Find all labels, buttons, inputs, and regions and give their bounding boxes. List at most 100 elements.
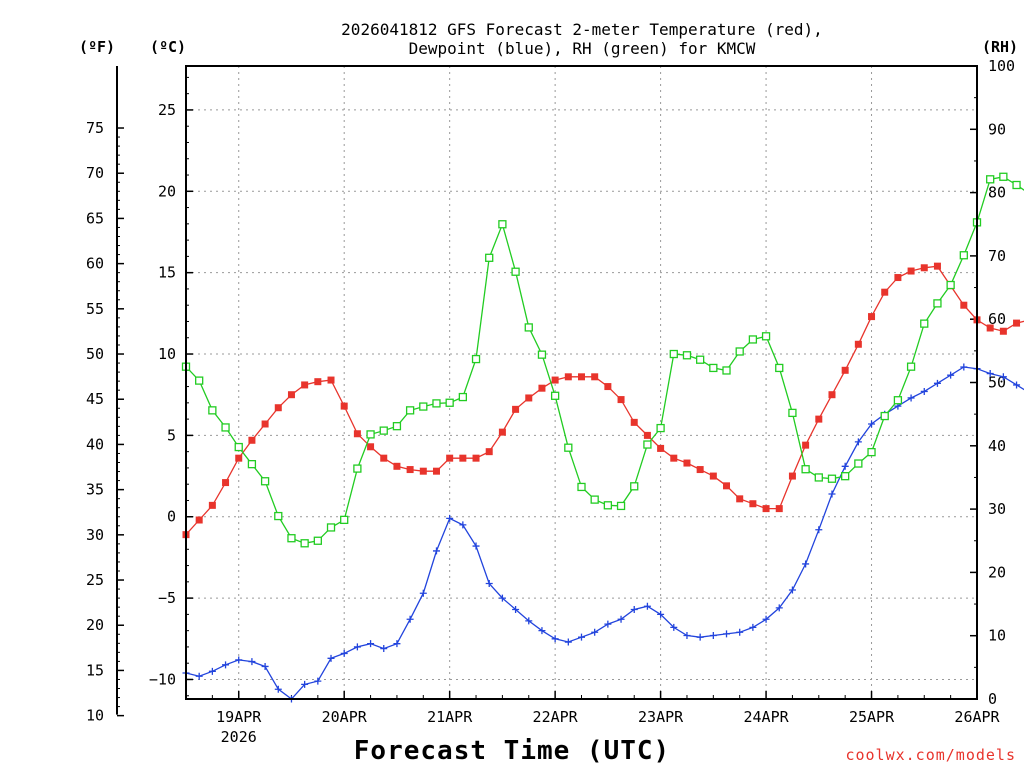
fahrenheit-axis: 10 15 20 25 30 35 40 45 50 55 60 65 70 75 <box>86 66 124 725</box>
data-point-rh <box>247 460 257 469</box>
data-point-dewpoint <box>301 680 309 688</box>
celsius-tick-label-0: −10 <box>149 670 176 688</box>
data-point-rh <box>959 251 968 260</box>
chart-title-line-2: Dewpoint (blue), RH (green) for KMCW <box>409 39 756 58</box>
data-point-temperature <box>630 418 638 426</box>
data-point-rh <box>854 459 863 468</box>
data-point-temperature <box>986 324 994 332</box>
rh-axis: 0 10 20 30 40 50 60 70 80 90 100 <box>970 57 1015 708</box>
data-point-dewpoint <box>736 628 744 636</box>
x-axis-title: Forecast Time (UTC) <box>354 736 670 766</box>
data-point-rh <box>471 354 481 364</box>
data-point-rh <box>827 474 837 483</box>
data-point-temperature <box>459 454 467 462</box>
data-point-temperature <box>604 383 612 391</box>
x-tick-label-3: 22APR <box>533 708 579 726</box>
data-point-dewpoint <box>432 547 440 555</box>
rh-tick-label-0: 0 <box>988 690 997 708</box>
data-point-rh <box>841 472 850 481</box>
data-point-rh <box>630 482 639 491</box>
fahrenheit-tick-label-11: 65 <box>86 209 104 227</box>
data-point-temperature <box>788 472 796 480</box>
data-point-rh <box>696 355 705 364</box>
rh-tick-label-3: 30 <box>988 500 1006 518</box>
data-point-rh <box>432 399 441 408</box>
fahrenheit-tick-label-6: 40 <box>86 435 104 453</box>
data-point-dewpoint <box>670 623 678 631</box>
fahrenheit-tick-label-5: 35 <box>86 481 104 499</box>
data-point-dewpoint <box>999 373 1007 381</box>
fahrenheit-axis-unit: (ºF) <box>79 38 115 56</box>
data-point-rh <box>722 366 731 375</box>
data-point-rh <box>208 406 217 415</box>
data-point-temperature <box>894 274 902 282</box>
data-point-rh <box>458 392 468 402</box>
data-point-rh <box>616 501 626 511</box>
series-dewpoint <box>183 250 1024 703</box>
data-point-dewpoint <box>617 615 625 623</box>
data-point-temperature <box>498 428 506 436</box>
fahrenheit-tick-label-0: 10 <box>86 707 104 725</box>
data-point-temperature <box>208 501 216 509</box>
data-point-rh <box>577 482 586 492</box>
data-point-rh <box>986 175 995 184</box>
data-point-dewpoint <box>696 633 704 641</box>
fahrenheit-tick-label-8: 50 <box>86 345 104 363</box>
rh-tick-label-6: 60 <box>988 310 1006 328</box>
data-point-rh <box>709 363 718 373</box>
data-point-dewpoint <box>446 514 454 522</box>
data-point-dewpoint <box>525 617 533 625</box>
data-point-rh <box>419 402 428 411</box>
fahrenheit-tick-label-9: 55 <box>86 300 104 318</box>
data-point-temperature <box>446 454 454 462</box>
data-point-rh <box>485 253 494 262</box>
data-point-rh <box>537 350 547 359</box>
chart-title-line-1: 2026041812 GFS Forecast 2-meter Temperat… <box>341 20 823 39</box>
data-point-temperature <box>841 366 849 374</box>
celsius-tick-label-4: 10 <box>158 345 176 363</box>
data-point-rh <box>643 440 652 449</box>
data-point-temperature <box>367 443 375 451</box>
fahrenheit-tick-label-10: 60 <box>86 255 104 273</box>
data-point-dewpoint <box>393 640 401 648</box>
data-point-rh <box>221 423 230 432</box>
data-point-temperature <box>683 459 691 467</box>
data-point-rh <box>234 442 243 452</box>
data-point-temperature <box>538 384 546 392</box>
series-line-dewpoint <box>185 366 1024 700</box>
data-point-dewpoint <box>960 363 968 371</box>
data-point-dewpoint <box>828 490 836 498</box>
rh-tick-label-4: 40 <box>988 437 1006 455</box>
data-point-dewpoint <box>222 661 230 669</box>
fahrenheit-tick-label-3: 25 <box>86 571 104 589</box>
data-point-temperature <box>248 436 256 444</box>
data-point-dewpoint <box>248 658 256 666</box>
data-point-rh <box>379 426 388 435</box>
data-point-temperature <box>274 404 282 412</box>
data-point-temperature <box>287 391 295 399</box>
data-point-temperature <box>709 472 717 480</box>
data-point-temperature <box>815 415 823 423</box>
data-point-rh <box>946 280 955 290</box>
data-point-rh <box>392 422 402 431</box>
data-point-rh <box>880 411 889 421</box>
data-point-rh <box>564 443 573 452</box>
data-point-temperature <box>1013 319 1021 327</box>
data-point-rh <box>669 349 678 359</box>
data-point-rh <box>788 408 797 418</box>
data-point-temperature <box>775 505 783 513</box>
data-point-temperature <box>920 264 928 272</box>
fahrenheit-tick-label-1: 15 <box>86 661 104 679</box>
data-point-dewpoint <box>380 645 388 653</box>
data-point-rh <box>340 515 349 525</box>
data-point-rh <box>260 477 270 486</box>
data-point-rh <box>300 539 309 548</box>
data-point-rh <box>920 319 929 328</box>
data-point-temperature <box>578 373 585 381</box>
data-point-dewpoint <box>775 604 783 612</box>
celsius-tick-label-6: 20 <box>158 182 176 200</box>
rh-tick-label-8: 80 <box>988 184 1006 202</box>
data-point-temperature <box>868 313 876 321</box>
data-point-temperature <box>525 394 533 402</box>
fahrenheit-tick-label-7: 45 <box>86 390 104 408</box>
